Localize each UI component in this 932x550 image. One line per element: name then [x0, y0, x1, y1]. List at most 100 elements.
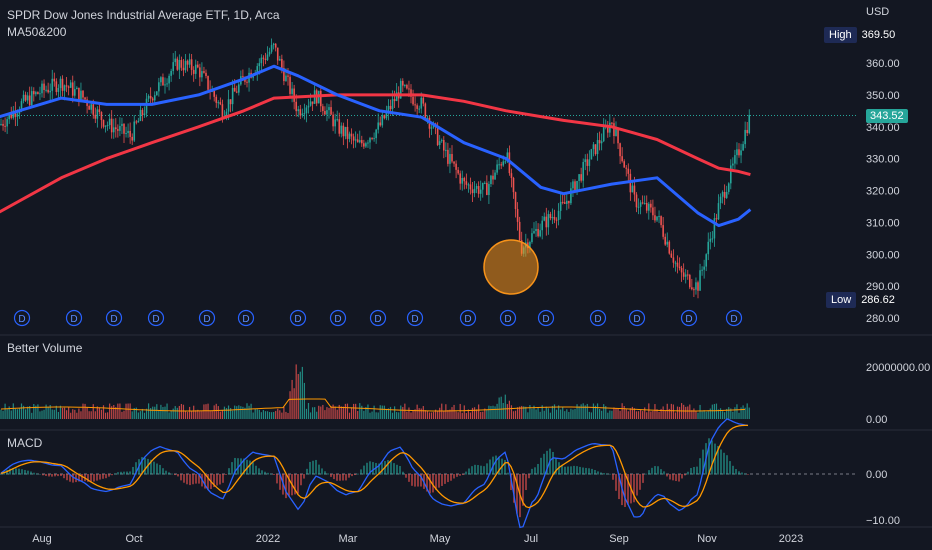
volume-bar: [150, 408, 152, 419]
macd-tick-label: −10.00: [866, 515, 900, 527]
macd-histogram-bar: [351, 474, 353, 477]
volume-bar: [309, 412, 312, 419]
candle-body: [668, 241, 671, 254]
dividend-marker: [406, 309, 424, 327]
macd-histogram-bar: [102, 474, 104, 479]
candle-body: [506, 152, 509, 162]
volume-bar: [363, 410, 365, 419]
volume-bar: [738, 412, 740, 419]
volume-bar: [566, 409, 568, 419]
candle-body: [256, 66, 259, 74]
candle-body: [311, 101, 314, 104]
candle-body: [233, 87, 236, 92]
macd-histogram-bar: [54, 474, 56, 477]
dividend-marker-label: D: [730, 314, 737, 325]
volume-bar: [582, 403, 584, 419]
macd-histogram-bar: [687, 471, 689, 475]
volume-bar: [59, 405, 62, 419]
volume-bar: [541, 405, 543, 419]
candle-body: [650, 203, 652, 208]
volume-bar: [492, 405, 494, 419]
macd-histogram-bar: [684, 474, 686, 476]
candle-body: [443, 140, 445, 151]
time-axis-label: 2022: [256, 533, 280, 545]
volume-bar: [250, 403, 252, 419]
volume-bar: [410, 412, 412, 419]
macd-histogram-bar: [474, 464, 476, 475]
macd-histogram-bar: [321, 468, 323, 475]
volume-bar: [162, 407, 164, 419]
volume-bar: [344, 403, 346, 419]
macd-histogram-bar: [399, 466, 401, 475]
volume-bar: [158, 410, 160, 419]
candle-body: [90, 104, 92, 110]
volume-bar: [699, 404, 701, 419]
volume-bar: [346, 403, 349, 419]
volume-bar: [266, 411, 269, 419]
volume-bar: [264, 411, 267, 419]
volume-bar: [49, 404, 51, 419]
volume-bar: [480, 411, 482, 419]
volume-bar: [295, 364, 297, 419]
candle-body: [71, 82, 74, 96]
candle-body: [219, 102, 222, 105]
volume-bar: [314, 407, 316, 419]
volume-bar: [512, 411, 515, 419]
macd-histogram-bar: [597, 471, 599, 475]
volume-bar: [414, 409, 416, 419]
volume-bar: [437, 410, 439, 419]
candle-body: [215, 96, 218, 103]
macd-histogram-bar: [72, 474, 74, 483]
candle-body: [656, 216, 658, 221]
volume-bar: [658, 411, 660, 419]
volume-bar: [724, 412, 726, 419]
volume-bar: [445, 404, 447, 419]
candle-body: [734, 155, 736, 164]
candle-body: [143, 113, 146, 116]
candle-body: [592, 144, 595, 150]
macd-histogram-bar: [600, 472, 602, 475]
candle-body: [119, 126, 121, 131]
candle-body: [43, 83, 45, 91]
volume-bar: [74, 409, 76, 419]
volume-bar: [88, 411, 90, 419]
candle-body: [361, 140, 363, 144]
candle-body: [566, 200, 568, 204]
candle-body: [104, 125, 107, 127]
volume-bar: [426, 410, 428, 419]
volume-bar: [152, 406, 154, 419]
volume-bar: [508, 400, 510, 419]
macd-histogram-bar: [207, 474, 209, 490]
candle-body: [0, 123, 2, 125]
macd-histogram-bar: [171, 473, 173, 475]
candle-body: [721, 191, 724, 197]
volume-bar: [517, 407, 519, 419]
volume-ma-line: [0, 398, 746, 412]
macd-histogram-bar: [672, 474, 674, 481]
candle-body: [74, 89, 76, 96]
volume-bar: [256, 409, 258, 419]
candle-body: [447, 149, 449, 164]
low-badge: Low 286.62: [826, 290, 900, 308]
candle-body: [678, 266, 681, 269]
volume-bar: [531, 408, 533, 419]
macd-histogram-bar: [702, 449, 704, 475]
macd-histogram-bar: [132, 466, 134, 475]
volume-bar: [601, 410, 603, 419]
macd-histogram-bar: [495, 455, 497, 475]
volume-bar: [656, 409, 658, 419]
candle-body: [563, 202, 566, 204]
candle-body: [24, 94, 27, 101]
volume-bar: [553, 404, 556, 419]
candle-body: [320, 90, 322, 107]
macd-histogram-bar: [456, 474, 458, 477]
volume-bar: [33, 404, 35, 419]
macd-histogram-bar: [645, 473, 647, 475]
candle-body: [117, 129, 119, 131]
volume-bar: [375, 412, 377, 419]
macd-histogram-bar: [360, 469, 362, 475]
volume-bar: [418, 408, 420, 419]
volume-bar: [439, 407, 441, 419]
candle-body: [559, 201, 562, 211]
